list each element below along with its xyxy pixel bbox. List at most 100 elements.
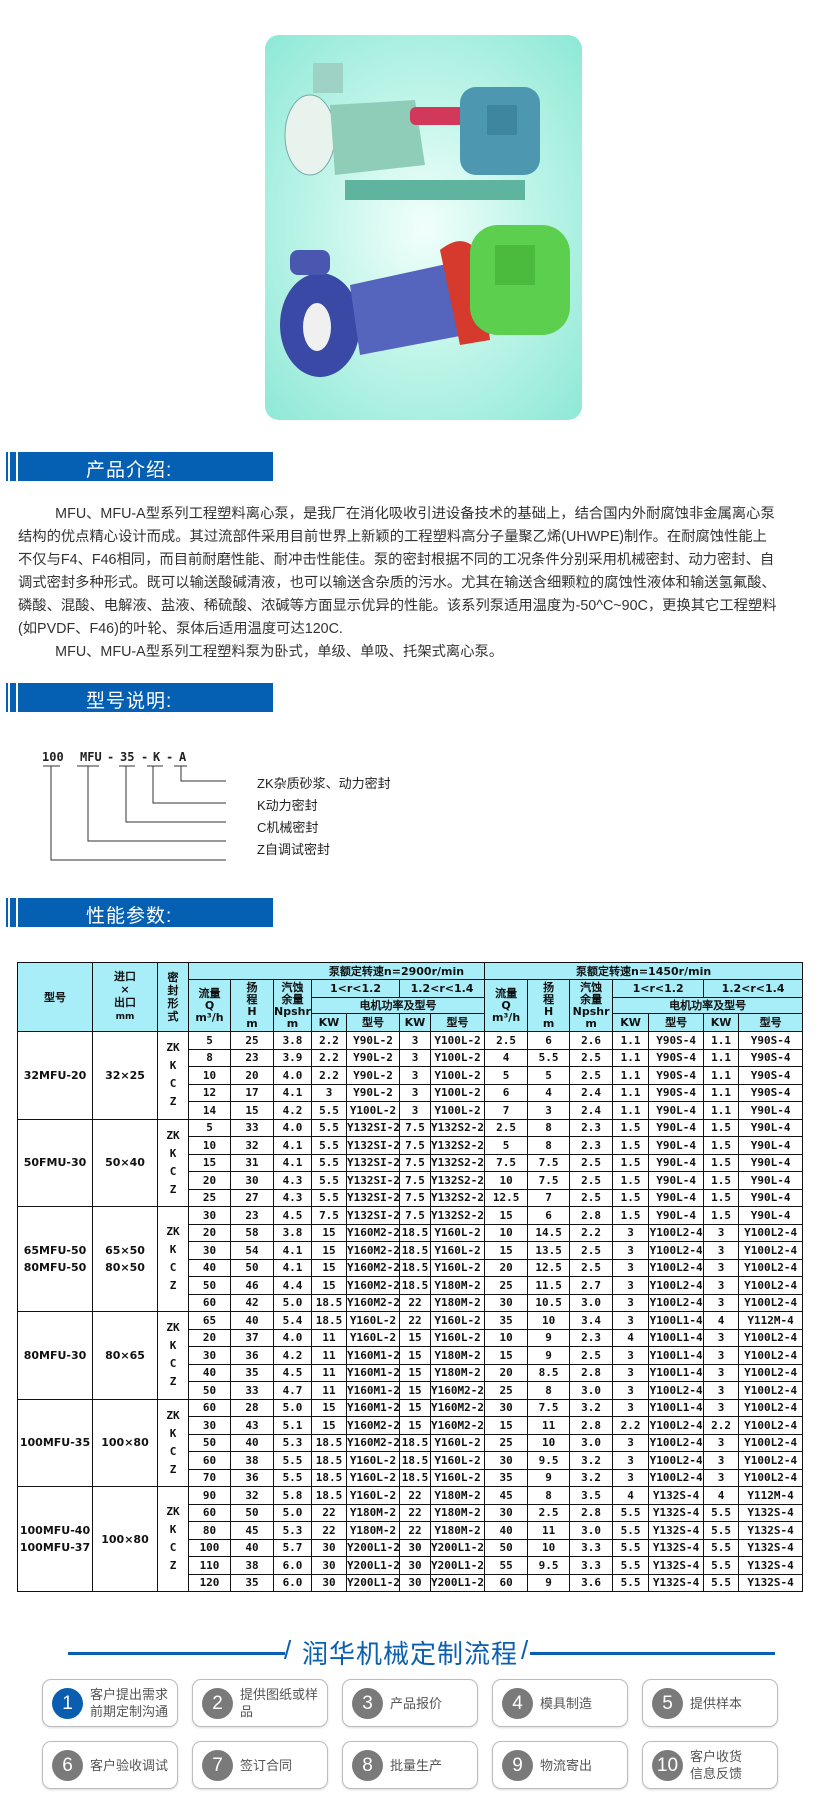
table-cell: 30: [188, 1241, 231, 1260]
header-range-1: 1<r<1.2: [612, 979, 705, 998]
seal-cell: ZK K C Z: [157, 1486, 189, 1592]
code-part: -: [166, 750, 173, 764]
section-title: 产品介绍:: [86, 460, 173, 481]
model-cell: 50FMU-30: [17, 1118, 93, 1207]
table-cell: Y90L-4: [738, 1171, 804, 1190]
table-cell: Y160L-2: [429, 1468, 486, 1487]
table-cell: 1.5: [703, 1188, 740, 1207]
table-cell: 1.1: [612, 1031, 650, 1050]
table-cell: Y160L-2: [429, 1328, 486, 1347]
table-cell: Y100L-2: [429, 1031, 486, 1050]
section-header-intro: 产品介绍:: [6, 452, 273, 481]
table-cell: 36: [230, 1346, 274, 1365]
table-cell: 10: [188, 1136, 231, 1155]
seal-cell: ZK K C Z: [157, 1206, 189, 1312]
table-cell: 20: [484, 1363, 529, 1382]
code-part: 100: [42, 750, 64, 764]
header-npsh: 汽蚀 余量 Npshr m: [569, 979, 614, 1032]
table-cell: 3.4: [569, 1311, 614, 1330]
table-cell: 12.5: [484, 1188, 529, 1207]
table-cell: 10.5: [527, 1293, 571, 1312]
table-cell: Y90S-4: [648, 1031, 705, 1050]
table-cell: 5.4: [273, 1311, 312, 1330]
table-cell: 12: [188, 1083, 231, 1102]
table-cell: Y100L1-4: [648, 1398, 705, 1417]
table-cell: 40: [484, 1521, 529, 1540]
table-cell: 18.5: [311, 1311, 347, 1330]
table-cell: Y132SI-2: [346, 1206, 400, 1225]
legend-item: Z自调试密封: [257, 842, 330, 857]
pump-base: [345, 180, 525, 200]
table-cell: Y132SI-2: [346, 1118, 400, 1137]
table-cell: 1.5: [703, 1206, 740, 1225]
model-cell: 32MFU-20: [17, 1031, 93, 1120]
size-cell: 65×50 80×50: [92, 1206, 158, 1312]
table-cell: 1.1: [703, 1101, 740, 1120]
table-cell: 15: [484, 1346, 529, 1365]
table-cell: Y90L-4: [738, 1206, 804, 1225]
table-cell: 1.5: [612, 1206, 650, 1225]
table-cell: 5.5: [703, 1556, 740, 1575]
table-cell: 18.5: [399, 1468, 431, 1487]
table-cell: 30: [311, 1538, 347, 1557]
table-cell: 2.5: [569, 1153, 614, 1172]
header-range-2: 1.2<r<1.4: [398, 979, 486, 998]
table-cell: 6: [527, 1206, 571, 1225]
table-cell: 38: [230, 1556, 274, 1575]
table-cell: 2.5: [569, 1048, 614, 1067]
table-row: 8 23 3.9 2.2 Y90L-2 3 Y100L-2 4 5.5 2.5 1.1 Y90S-4 1…: [18, 1048, 804, 1067]
model-cell: 65MFU-50 80MFU-50: [17, 1206, 93, 1312]
table-cell: 10: [484, 1328, 529, 1347]
table-cell: Y200L1-2: [346, 1573, 400, 1592]
table-cell: 3: [612, 1433, 650, 1452]
table-row: 25 27 4.3 5.5 Y132SI-2 7.5 Y132S2-2 12.5 7 2.5 1.5…: [18, 1188, 804, 1207]
table-cell: 18.5: [399, 1276, 431, 1295]
table-cell: Y132S-4: [648, 1521, 705, 1540]
table-cell: Y180M-2: [429, 1363, 486, 1382]
table-cell: Y100L2-4: [738, 1381, 804, 1400]
table-cell: Y160M2-2: [346, 1276, 400, 1295]
table-cell: 58: [230, 1223, 274, 1242]
table-cell: 3: [703, 1346, 740, 1365]
seal-cell: ZK K C Z: [157, 1118, 189, 1207]
table-cell: Y160M2-2: [346, 1241, 400, 1260]
table-cell: 22: [311, 1521, 347, 1540]
table-cell: 6: [527, 1031, 571, 1050]
table-cell: Y160M2-2: [346, 1223, 400, 1242]
table-cell: Y160L-2: [429, 1258, 486, 1277]
table-cell: 15: [311, 1258, 347, 1277]
table-cell: 5.5: [311, 1171, 347, 1190]
section-title: 性能参数:: [86, 906, 173, 927]
table-cell: 2.5: [569, 1258, 614, 1277]
table-cell: 4.1: [273, 1083, 312, 1102]
table-cell: Y132S-4: [648, 1538, 705, 1557]
table-cell: 9: [527, 1468, 571, 1487]
table-cell: Y132S-4: [738, 1538, 804, 1557]
step-label: 物流寄出: [540, 1757, 593, 1773]
table-cell: 4: [612, 1486, 650, 1505]
table-cell: 40: [230, 1311, 274, 1330]
table-cell: 11: [527, 1521, 571, 1540]
table-cell: 22: [399, 1311, 431, 1330]
process-step: 1 客户提出需求 前期定制沟通: [42, 1679, 178, 1727]
table-cell: 18.5: [399, 1241, 431, 1260]
table-cell: Y100L2-4: [738, 1468, 804, 1487]
table-cell: 40: [188, 1258, 231, 1277]
step-number-badge: 5: [652, 1688, 683, 1719]
table-cell: Y100L2-4: [648, 1468, 705, 1487]
table-row: 30 36 4.2 11 Y160M1-2 15 Y180M-2 15 9 2.5 3 Y100L1-…: [18, 1346, 804, 1365]
table-cell: 30: [399, 1538, 431, 1557]
table-cell: Y160L-2: [429, 1241, 486, 1260]
table-cell: 5.5: [612, 1503, 650, 1522]
table-cell: 3: [703, 1451, 740, 1470]
process-step: 4 模具制造: [492, 1679, 628, 1727]
table-cell: 45: [230, 1521, 274, 1540]
table-cell: 3.3: [569, 1556, 614, 1575]
table-cell: 4: [703, 1311, 740, 1330]
table-cell: 7.5: [484, 1153, 529, 1172]
table-row: 100MFU-40 100MFU-37 100×80 ZK K C Z 90 32 5.8…: [17, 1486, 804, 1592]
table-cell: 3: [399, 1048, 431, 1067]
table-cell: Y100L2-4: [648, 1276, 705, 1295]
table-row: 65MFU-50 80MFU-50 65×50 80×50 ZK K C Z 30 23…: [17, 1206, 804, 1312]
table-row: 100 40 5.7 30 Y200L1-2 30 Y200L1-2 50 10 3.3 5.5 Y1…: [18, 1538, 804, 1557]
